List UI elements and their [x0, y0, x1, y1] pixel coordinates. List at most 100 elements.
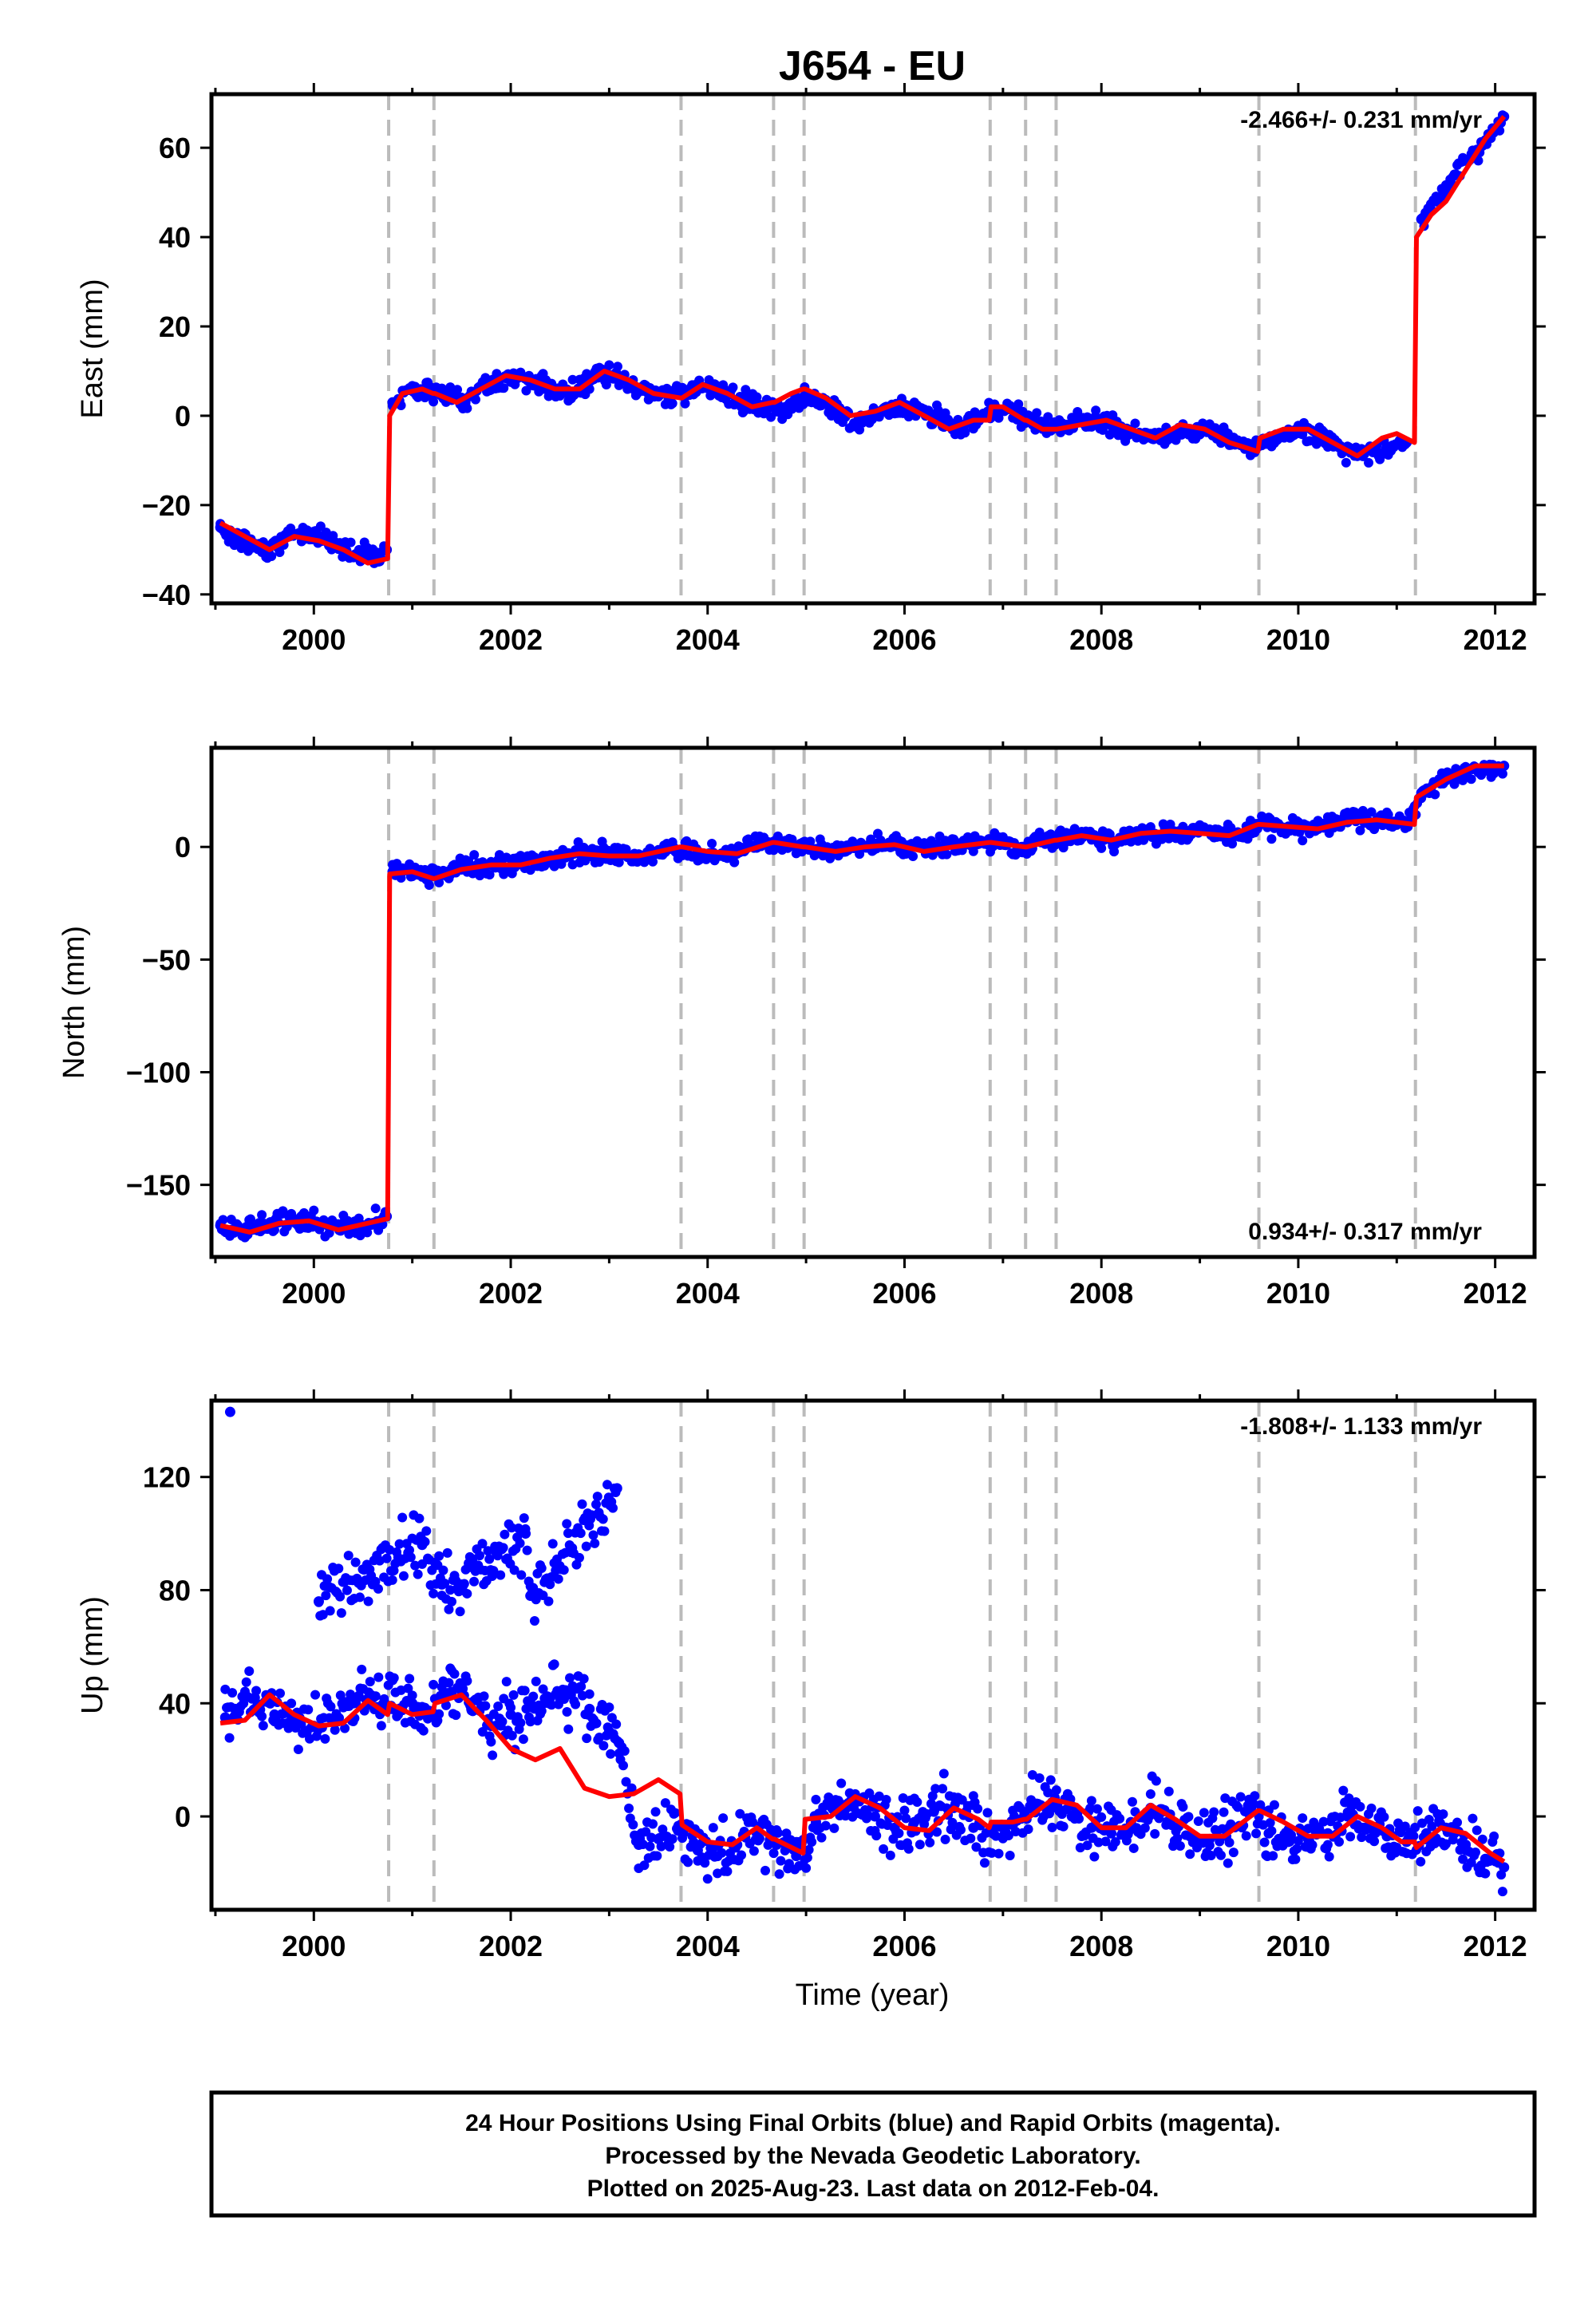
y-tick-label: 0 — [175, 831, 191, 864]
data-point-cloud — [1290, 1854, 1301, 1864]
data-point-cloud — [480, 1701, 491, 1711]
data-point-cloud — [1178, 1802, 1188, 1812]
data-point-cloud — [772, 831, 783, 841]
data-point-cloud — [567, 374, 578, 385]
data-point-cloud — [624, 1803, 634, 1813]
x-tick-label: 2004 — [676, 623, 740, 656]
data-point-cloud — [938, 1784, 948, 1794]
data-point-cloud — [506, 1702, 516, 1713]
plot-frame — [209, 92, 1537, 606]
data-point-cloud — [1058, 1821, 1069, 1832]
data-point — [889, 1822, 900, 1833]
data-point-cloud — [508, 1690, 519, 1700]
data-point-cloud — [330, 1725, 340, 1735]
data-point-cloud — [421, 1526, 432, 1536]
data-point-cloud — [1383, 809, 1393, 820]
data-point-cloud — [925, 1837, 935, 1848]
data-point-cloud — [547, 1539, 558, 1549]
data-point-cloud — [606, 1749, 616, 1759]
data-point-cloud — [1269, 1800, 1279, 1810]
data-point-cloud — [885, 1850, 895, 1860]
data-point — [909, 1816, 920, 1828]
footer-line-2: Processed by the Nevada Geodetic Laborat… — [605, 2143, 1140, 2169]
data-point-cloud — [397, 1512, 408, 1523]
data-point-cloud — [1145, 1789, 1156, 1800]
data-point-cloud — [1364, 457, 1374, 468]
data-point-cloud — [604, 360, 614, 370]
data-point — [988, 1828, 999, 1839]
data-point-cloud — [363, 1596, 373, 1607]
data-point — [437, 1579, 448, 1590]
data-points — [219, 1406, 1510, 1897]
data-point — [224, 1406, 235, 1417]
footer-box: 24 Hour Positions Using Final Orbits (bl… — [209, 2090, 1537, 2218]
y-tick-label: 0 — [175, 1800, 191, 1833]
data-point-cloud — [601, 379, 611, 389]
data-point-cloud — [325, 1606, 335, 1616]
data-point-cloud — [1497, 769, 1507, 779]
data-point-cloud — [521, 385, 531, 396]
x-tick-label: 2004 — [676, 1930, 740, 1962]
data-point-cloud — [1175, 1840, 1185, 1851]
data-point-cloud — [320, 1733, 330, 1744]
data-point-cloud — [407, 1690, 417, 1701]
footer-line-1: 24 Hour Positions Using Final Orbits (bl… — [465, 2110, 1281, 2136]
data-point-cloud — [562, 1519, 572, 1529]
data-point-cloud — [1292, 1844, 1302, 1854]
data-point-cloud — [667, 398, 678, 409]
data-point — [1460, 1839, 1472, 1850]
data-point-cloud — [930, 1784, 941, 1794]
data-point-cloud — [702, 1874, 713, 1884]
data-point-cloud — [728, 382, 738, 393]
fit-line — [219, 1692, 1506, 1864]
data-point-cloud — [1466, 774, 1476, 785]
x-tick-label: 2006 — [872, 1277, 936, 1310]
y-axis-label: East (mm) — [76, 279, 109, 418]
data-point — [1066, 1811, 1077, 1822]
data-point-cloud — [652, 1851, 662, 1861]
data-point-cloud — [1345, 1832, 1356, 1842]
data-point-cloud — [598, 1741, 609, 1751]
data-point-cloud — [752, 392, 762, 402]
data-point-cloud — [1322, 1840, 1333, 1850]
data-point-cloud — [776, 1856, 786, 1866]
data-point-cloud — [389, 1673, 399, 1683]
data-point-cloud — [483, 1546, 493, 1556]
data-point-cloud — [707, 839, 717, 849]
data-point-cloud — [748, 1817, 758, 1828]
data-point-cloud — [1266, 834, 1277, 844]
data-point-cloud — [469, 1576, 480, 1587]
data-point-cloud — [241, 1677, 251, 1687]
data-point-cloud — [645, 1841, 655, 1852]
data-point-cloud — [1110, 1836, 1120, 1847]
data-point-cloud — [1150, 1828, 1160, 1839]
data-point-cloud — [1199, 1808, 1209, 1818]
data-point-cloud — [334, 1563, 344, 1574]
data-point — [673, 1825, 684, 1836]
data-point-cloud — [1224, 1837, 1235, 1848]
data-point-cloud — [807, 1837, 817, 1848]
data-point-cloud — [1172, 1833, 1183, 1844]
data-point-cloud — [599, 1526, 610, 1536]
data-point-cloud — [538, 1591, 548, 1601]
data-point-cloud — [1209, 1807, 1219, 1817]
data-point-cloud — [579, 1674, 589, 1684]
rate-label: -2.466+/- 0.231 mm/yr — [1240, 107, 1482, 133]
data-point-cloud — [1355, 1801, 1365, 1812]
data-point-cloud — [1235, 1792, 1246, 1802]
x-tick-label: 2002 — [479, 1930, 543, 1962]
data-point-cloud — [614, 857, 624, 868]
data-point-cloud — [373, 1583, 383, 1594]
data-point-cloud — [590, 1538, 600, 1548]
data-point-cloud — [1440, 1839, 1451, 1849]
data-point-cloud — [650, 1807, 661, 1817]
y-tick-label: 80 — [159, 1574, 191, 1607]
x-tick-label: 2006 — [872, 623, 936, 656]
data-point-cloud — [519, 1686, 530, 1696]
data-point-cloud — [735, 1808, 745, 1819]
data-point-cloud — [516, 1717, 526, 1728]
data-point-cloud — [588, 1530, 598, 1540]
data-point-cloud — [350, 1557, 361, 1567]
data-point — [235, 536, 246, 547]
y-tick-label: −40 — [142, 579, 191, 611]
